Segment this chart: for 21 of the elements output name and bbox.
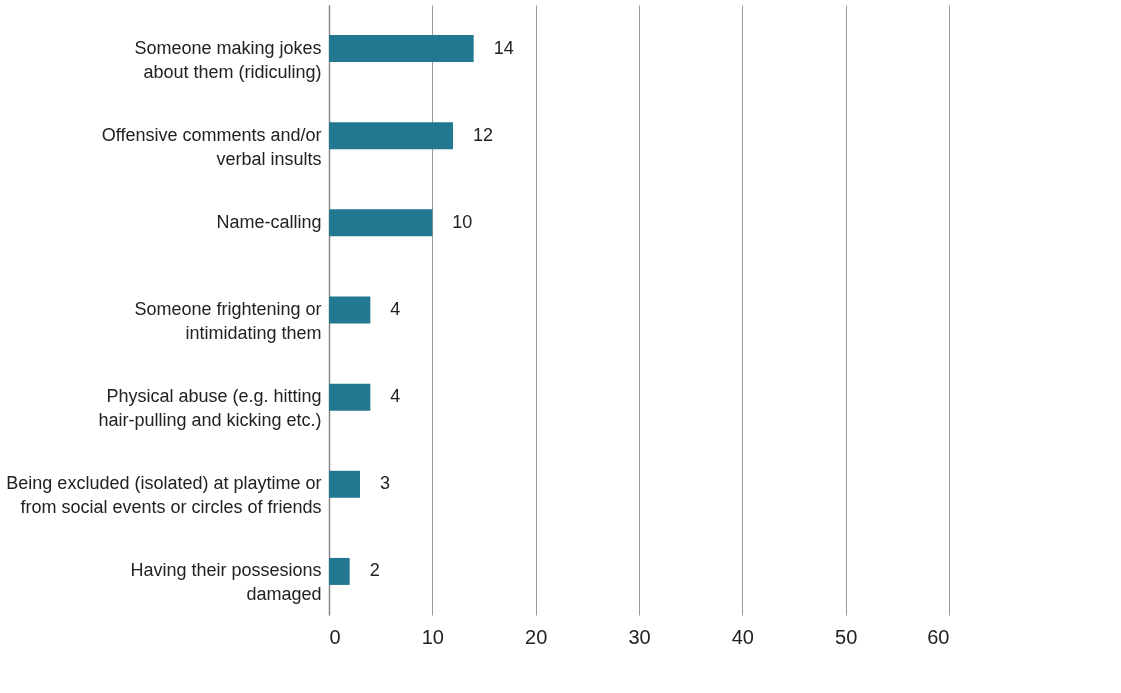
data-label: 4 [390, 386, 401, 407]
x-tick-label: 20 [525, 625, 548, 648]
x-tick-label: 60 [927, 625, 950, 648]
data-label: 4 [390, 299, 401, 319]
y-tick-label: Offensive comments and/or verbal insults [101, 124, 322, 169]
y-tick-label: Having their possesions damaged [130, 560, 322, 605]
data-label: 2 [369, 560, 380, 581]
data-label: 10 [452, 211, 473, 232]
data-label: 12 [473, 124, 494, 145]
y-tick-label: Someone frightening or intimidating them [134, 299, 322, 343]
y-tick-label: Physical abuse (e.g. hitting hair-pulling and kicking etc.) [98, 386, 322, 431]
y-tick-label: Someone making jokes about them (ridiculing) [134, 37, 322, 82]
x-tick-label: 0 [329, 625, 341, 648]
x-tick-label: 10 [421, 625, 444, 648]
x-tick-label: 30 [628, 625, 651, 648]
x-tick-label: 40 [731, 625, 754, 648]
data-label: 14 [493, 37, 514, 58]
x-tick-label: 50 [835, 625, 858, 648]
data-label: 3 [380, 473, 391, 494]
y-tick-label: Name-calling [216, 211, 322, 232]
y-tick-label: Being excluded (isolated) at playtime or from social events or circles of friends [6, 473, 322, 518]
